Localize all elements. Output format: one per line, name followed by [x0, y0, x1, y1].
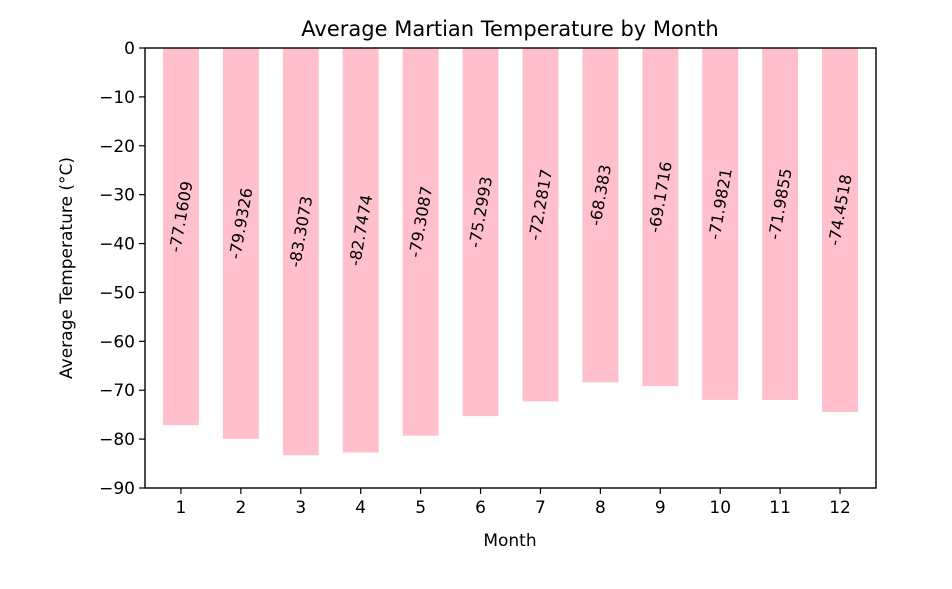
bars-layer	[162, 48, 859, 456]
y-tick-label: −30	[99, 186, 135, 206]
y-tick-label: −70	[99, 381, 135, 401]
x-tick-label: 6	[475, 498, 486, 518]
y-tick-label: −80	[99, 430, 135, 450]
bar-month-6	[462, 48, 499, 417]
x-tick-label: 1	[176, 498, 187, 518]
bar-month-5	[402, 48, 439, 436]
x-tick-label: 2	[235, 498, 246, 518]
y-tick-label: −90	[99, 479, 135, 499]
x-tick-label: 9	[655, 498, 666, 518]
y-tick-label: 0	[124, 39, 135, 59]
y-tick-label: −50	[99, 283, 135, 303]
bar-month-3	[282, 48, 319, 456]
bar-month-10	[702, 48, 739, 400]
x-tick-label: 5	[415, 498, 426, 518]
y-tick-label: −10	[99, 88, 135, 108]
chart-title: Average Martian Temperature by Month	[301, 17, 718, 41]
x-tick-label: 4	[355, 498, 366, 518]
bar-month-2	[222, 48, 259, 439]
x-tick-label: 3	[295, 498, 306, 518]
plot-frame	[144, 47, 877, 489]
bar-month-8	[582, 48, 619, 383]
bar-month-12	[822, 48, 859, 412]
x-tick-label: 7	[535, 498, 546, 518]
x-tick-label: 8	[595, 498, 606, 518]
x-tick-label: 11	[769, 498, 791, 518]
x-axis: 1 2 3 4 5 6 7 8 9 10 11 12	[176, 488, 851, 518]
x-tick-label: 10	[709, 498, 731, 518]
data-labels-layer: -77.1609 -79.9326 -83.3073 -82.7474 -79.3087…	[165, 160, 855, 269]
bar-month-1	[162, 48, 199, 426]
x-axis-label: Month	[483, 531, 536, 551]
y-axis: 0 −10 −20 −30 −40 −50 −60 −70 −80 −90	[99, 39, 145, 499]
y-axis-label: Average Temperature (°C)	[57, 157, 77, 379]
y-tick-label: −20	[99, 137, 135, 157]
bar-month-9	[642, 48, 679, 387]
bar-month-7	[522, 48, 559, 402]
y-tick-label: −40	[99, 235, 135, 255]
y-tick-label: −60	[99, 332, 135, 352]
bar-month-11	[762, 48, 799, 400]
x-tick-label: 12	[829, 498, 851, 518]
bar-month-4	[342, 48, 379, 453]
